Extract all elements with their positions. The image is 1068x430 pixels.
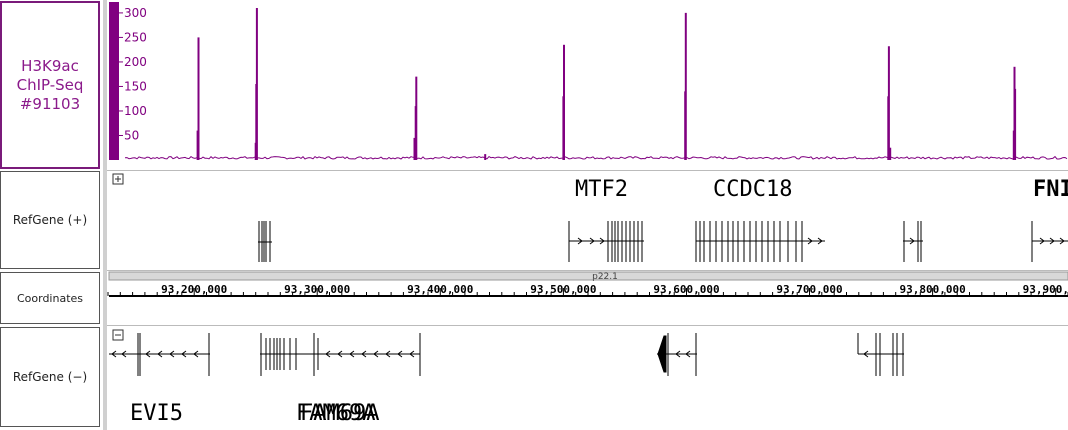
gene-model[interactable]: [258, 221, 272, 262]
refgene-minus-track: EVI5 FAM69A FAM69A: [109, 329, 904, 426]
y-tick-label: 50: [124, 128, 139, 142]
track-label-coordinates: Coordinates: [0, 272, 100, 324]
y-tick-label: 300: [124, 6, 147, 20]
gene-model-mtf2[interactable]: [568, 221, 644, 262]
chip-seq-signal-track: 50 100 150 200 250 300: [109, 2, 1068, 160]
gene-label-fam69a[interactable]: FAM69A: [296, 401, 375, 426]
gene-label-fnl[interactable]: FNI: [1033, 177, 1068, 202]
gene-model[interactable]: [903, 221, 923, 262]
cytoband-label: p22.1: [592, 272, 618, 282]
gene-label-fam69a-overlap[interactable]: FAM69A: [300, 401, 379, 426]
coordinate-label: 93,400,000: [407, 283, 473, 296]
gene-model-ccdc18[interactable]: [695, 221, 825, 262]
gene-model-fnl[interactable]: [1031, 221, 1068, 262]
coordinate-label: 93,300,000: [284, 283, 350, 296]
track-separator: [107, 170, 1068, 171]
y-tick-label: 100: [124, 104, 147, 118]
coordinate-label: 93,600,000: [653, 283, 719, 296]
refgene-plus-track: MTF2 CCDC18 FNI: [112, 173, 1068, 262]
gene-model[interactable]: [657, 333, 697, 376]
signal-baseline-noise: [124, 155, 1068, 160]
coordinate-label: 93,800,000: [899, 283, 965, 296]
track-label-chip-seq: H3K9ac ChIP-Seq #91103: [0, 1, 100, 169]
gene-label-evi5[interactable]: EVI5: [130, 401, 183, 426]
y-tick-label: 250: [124, 30, 147, 44]
gene-label-ccdc18[interactable]: CCDC18: [713, 177, 792, 202]
signal-scale-bar: [109, 2, 119, 160]
y-tick-label: 150: [124, 79, 147, 93]
gene-model-evi5[interactable]: [109, 333, 210, 376]
chromosome-ideogram[interactable]: [108, 271, 1068, 281]
coordinate-label: 93,500,000: [530, 283, 596, 296]
coordinates-track: p22.1 93,200,000 93,300,000 93,400,000 93,5…: [107, 271, 1068, 297]
expand-button[interactable]: [112, 329, 124, 341]
gene-label-mtf2[interactable]: MTF2: [575, 177, 628, 202]
expand-button[interactable]: [112, 173, 124, 185]
coordinate-label: 93,900,000: [1023, 283, 1068, 296]
track-label-refgene-plus: RefGene (+): [0, 171, 100, 269]
track-separator: [107, 325, 1068, 326]
coordinate-label: 93,700,000: [776, 283, 842, 296]
coordinate-label: 93,200,000: [161, 283, 227, 296]
gene-model[interactable]: [857, 333, 904, 376]
gene-model-fam69a[interactable]: [260, 333, 421, 376]
y-tick-label: 200: [124, 55, 147, 69]
track-label-refgene-minus: RefGene (−): [0, 327, 100, 427]
panel-divider[interactable]: [103, 0, 107, 430]
track-separator: [107, 270, 1068, 271]
